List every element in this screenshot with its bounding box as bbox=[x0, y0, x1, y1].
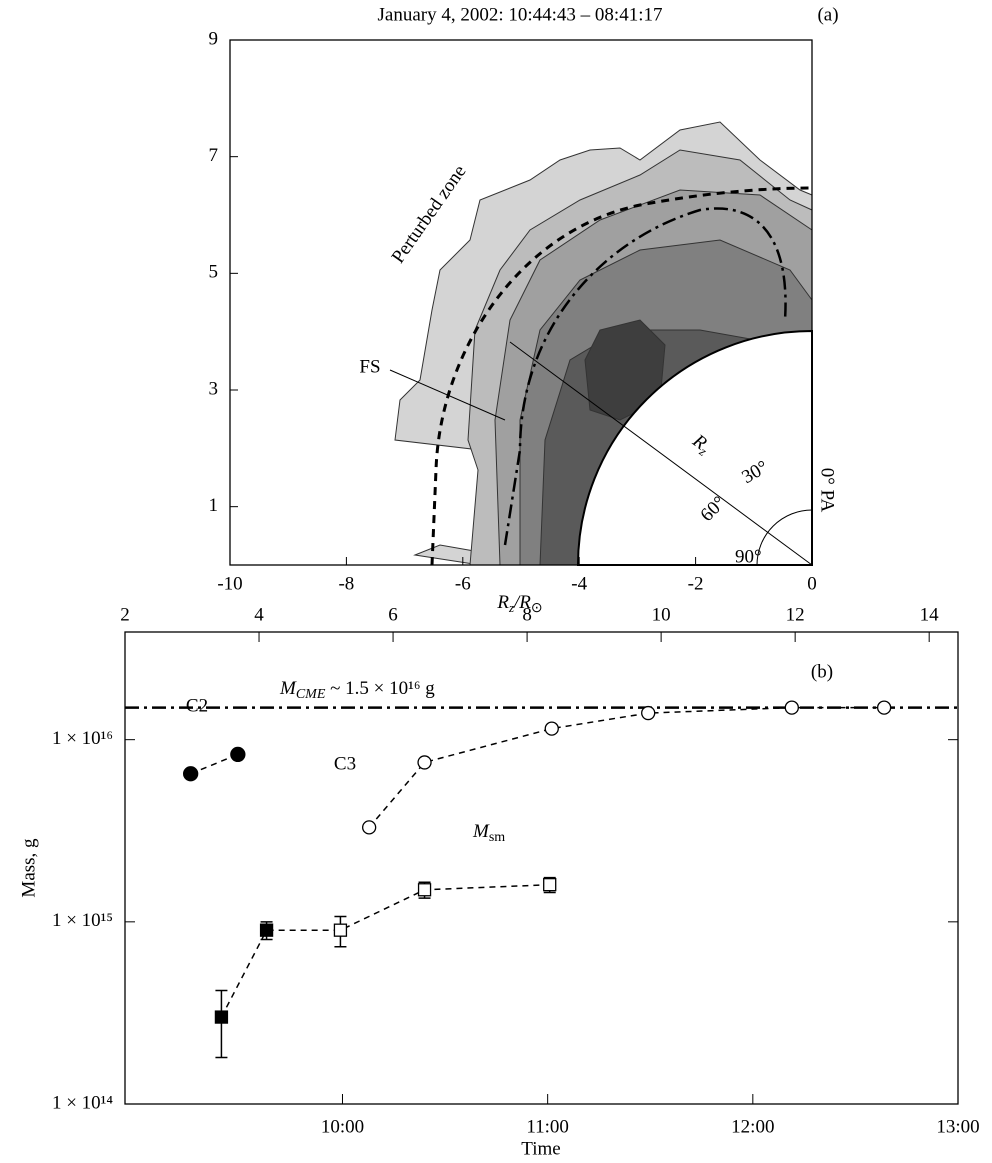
y-tick-label: 1 × 10¹⁵ bbox=[52, 910, 113, 931]
series-label: C2 bbox=[186, 695, 208, 716]
x-tick-label: -4 bbox=[571, 573, 587, 594]
y-tick-label: 9 bbox=[209, 28, 219, 49]
data-point bbox=[785, 701, 798, 714]
data-point bbox=[544, 879, 556, 891]
x-axis-label: Rz/R⊙ bbox=[496, 592, 542, 616]
x-tick-label: -8 bbox=[338, 573, 354, 594]
hline-label: MCME ~ 1.5 × 10¹⁶ g bbox=[279, 678, 435, 702]
x-tick-label: 13:00 bbox=[936, 1116, 979, 1137]
series-label: Msm bbox=[472, 821, 505, 845]
y-axis-label: Mass, g bbox=[18, 838, 39, 898]
panel-label: (a) bbox=[817, 4, 838, 25]
x2-tick-label: 2 bbox=[120, 604, 130, 625]
panel-label: (b) bbox=[811, 661, 833, 682]
data-point bbox=[231, 747, 245, 761]
x2-tick-label: 12 bbox=[786, 604, 805, 625]
y-tick-label: 5 bbox=[209, 262, 219, 283]
data-point bbox=[418, 756, 431, 769]
x2-tick-label: 4 bbox=[254, 604, 264, 625]
data-point bbox=[419, 884, 431, 896]
data-point bbox=[363, 821, 376, 834]
annotation: 90° bbox=[735, 546, 762, 567]
x-tick-label: -6 bbox=[455, 573, 471, 594]
series-line bbox=[221, 885, 549, 1017]
y-tick-label: 1 × 10¹⁶ bbox=[52, 728, 113, 749]
data-point bbox=[184, 767, 198, 781]
data-point bbox=[545, 722, 558, 735]
x-tick-label: 10:00 bbox=[321, 1116, 364, 1137]
chart-title: January 4, 2002: 10:44:43 – 08:41:17 bbox=[378, 4, 663, 25]
x2-tick-label: 8 bbox=[522, 604, 532, 625]
x2-tick-label: 10 bbox=[652, 604, 671, 625]
data-point bbox=[878, 701, 891, 714]
data-point bbox=[261, 924, 273, 936]
series-line bbox=[191, 754, 238, 773]
x2-tick-label: 14 bbox=[920, 604, 940, 625]
y-tick-label: 3 bbox=[209, 378, 219, 399]
x2-tick-label: 6 bbox=[388, 604, 398, 625]
x-tick-label: 12:00 bbox=[731, 1116, 774, 1137]
data-point bbox=[215, 1011, 227, 1023]
annotation: FS bbox=[359, 356, 380, 377]
y-tick-label: 1 × 10¹⁴ bbox=[52, 1092, 113, 1113]
series-label: C3 bbox=[334, 753, 356, 774]
x-tick-label: -10 bbox=[217, 573, 242, 594]
page: January 4, 2002: 10:44:43 – 08:41:17 (a)… bbox=[0, 0, 992, 1163]
x-tick-label: 0 bbox=[807, 573, 817, 594]
x-tick-label: -2 bbox=[688, 573, 704, 594]
y-tick-label: 7 bbox=[209, 145, 219, 166]
x-tick-label: 11:00 bbox=[526, 1116, 569, 1137]
y-tick-label: 1 bbox=[209, 495, 219, 516]
error-bar bbox=[215, 990, 227, 1057]
data-point bbox=[642, 707, 655, 720]
annotation: 0° PA bbox=[817, 468, 838, 513]
data-point bbox=[334, 924, 346, 936]
figure: January 4, 2002: 10:44:43 – 08:41:17 (a)… bbox=[0, 0, 992, 1163]
plot-frame bbox=[125, 632, 958, 1104]
series-line bbox=[369, 708, 884, 828]
x-axis-label: Time bbox=[521, 1138, 560, 1159]
